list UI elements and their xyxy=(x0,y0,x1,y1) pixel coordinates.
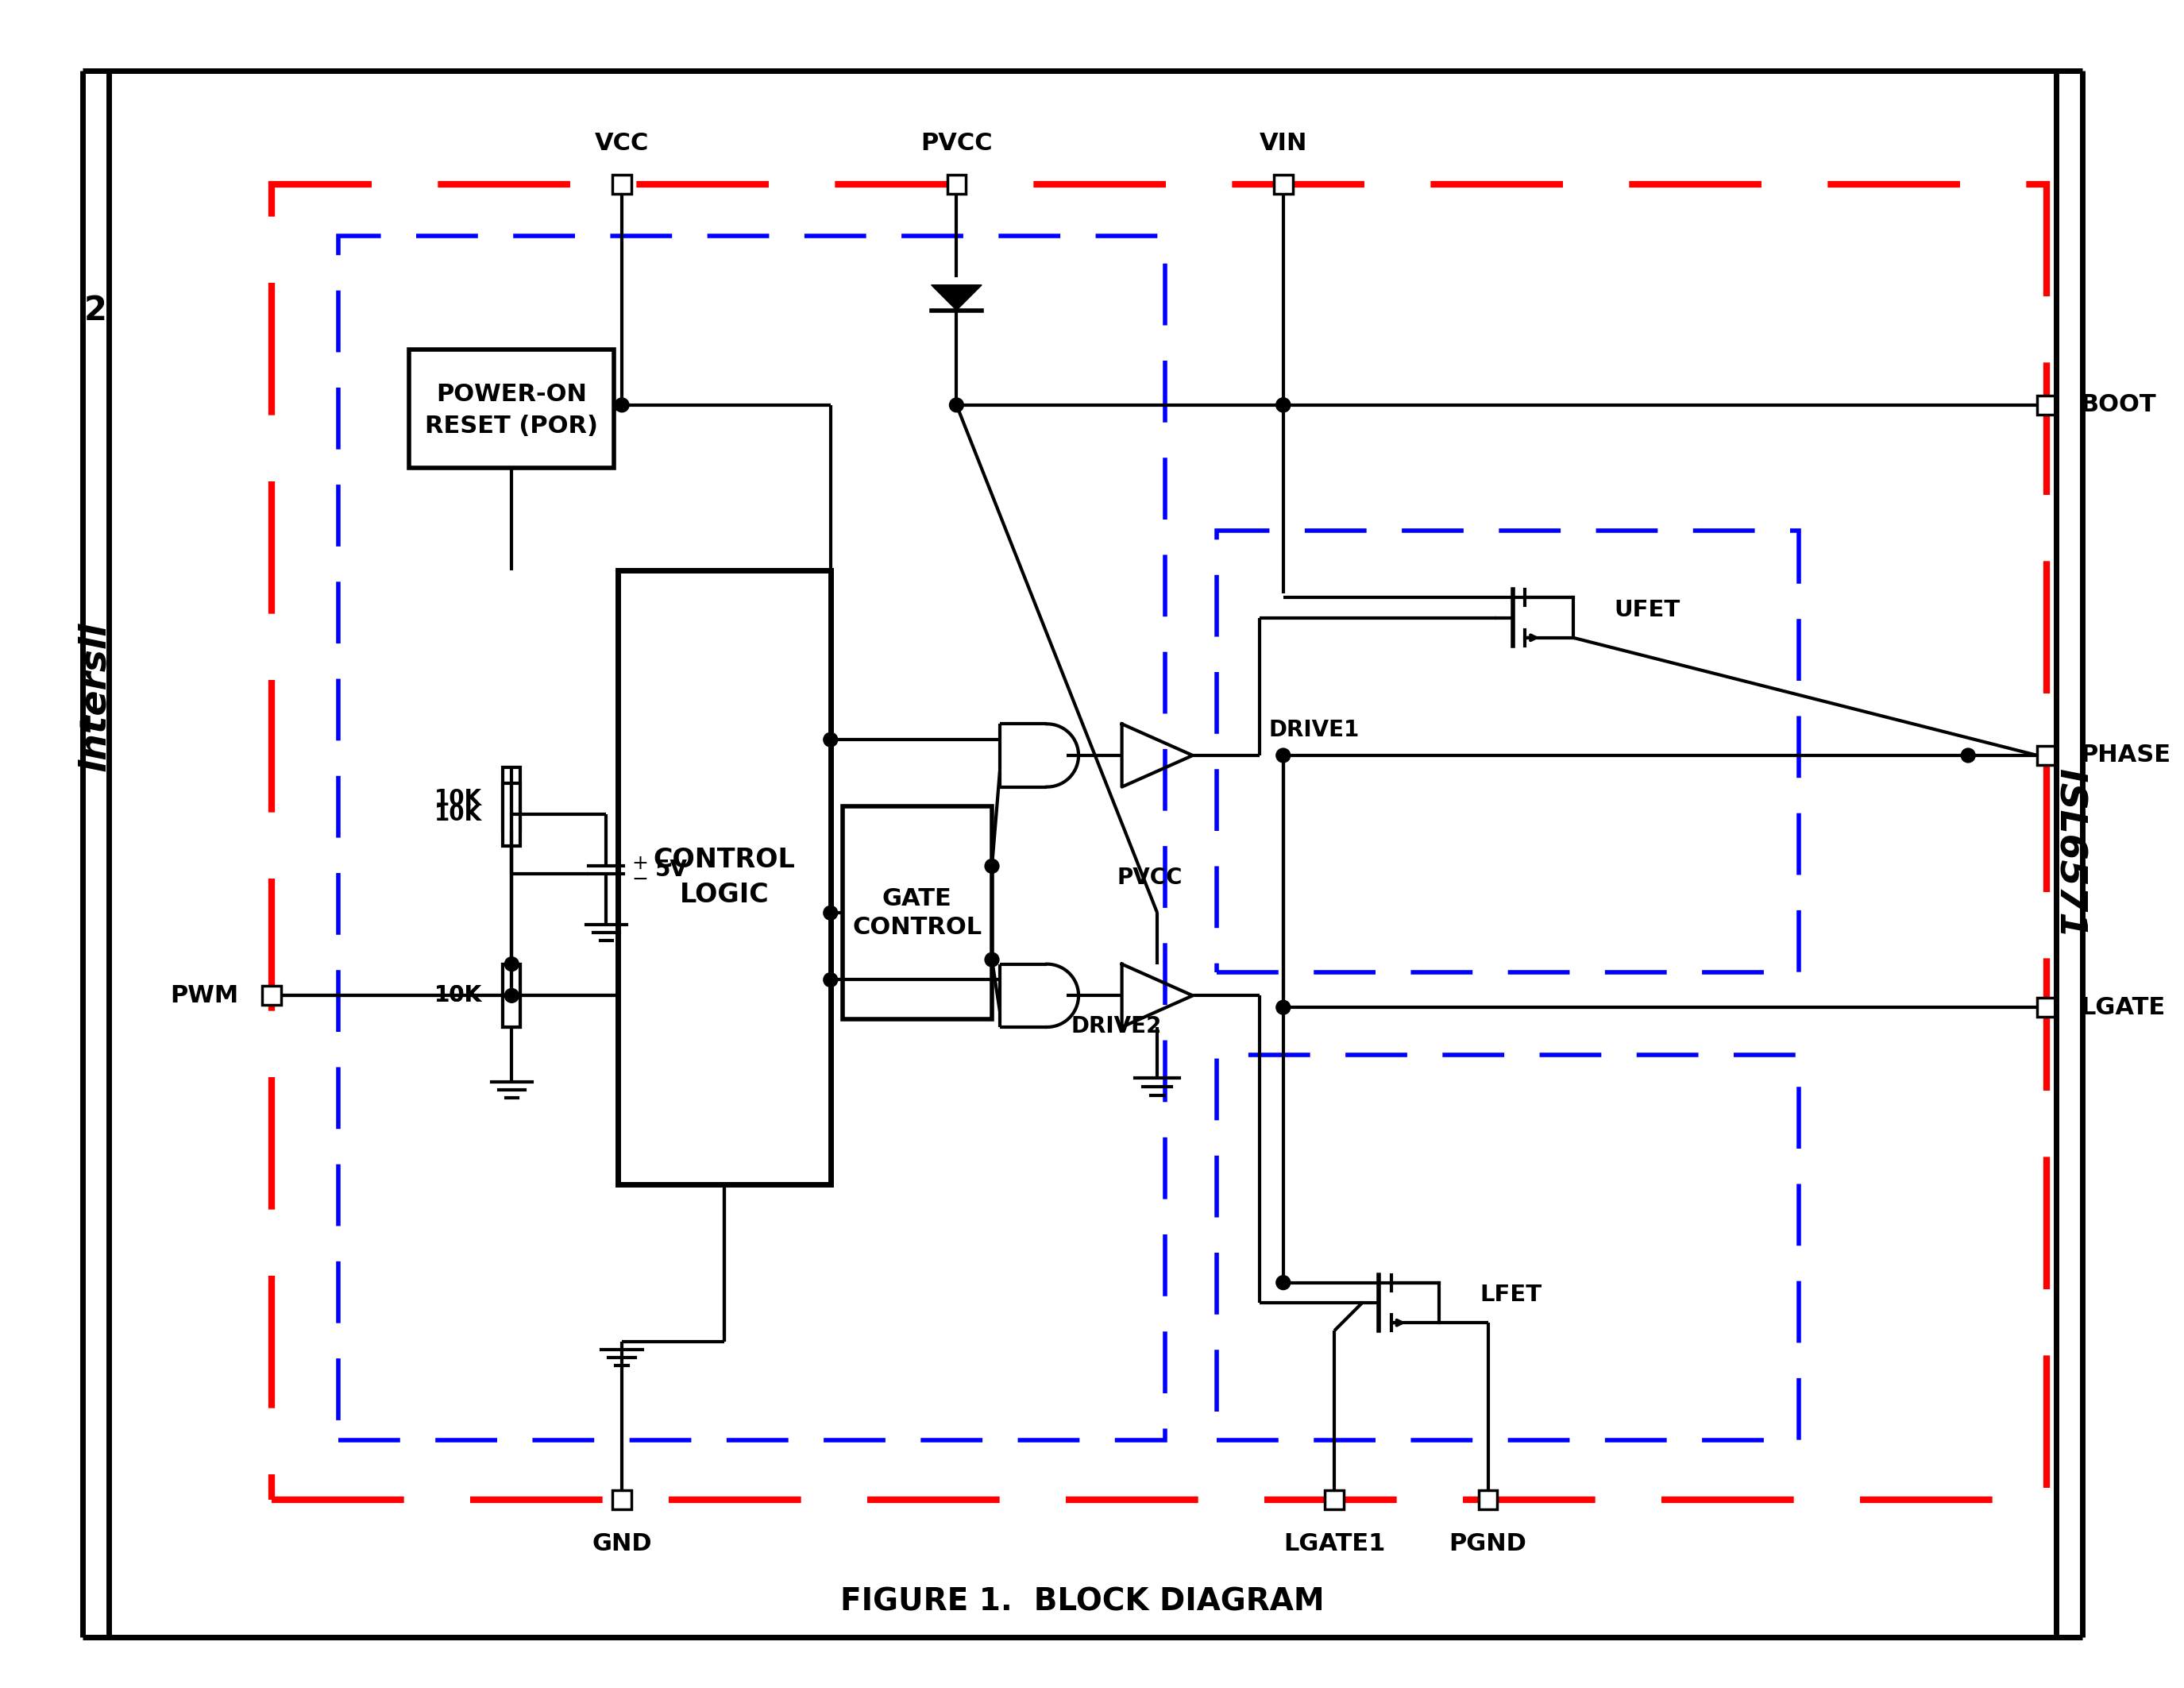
Circle shape xyxy=(950,398,963,412)
Text: PGND: PGND xyxy=(1448,1533,1527,1556)
Bar xyxy=(502,783,520,846)
Circle shape xyxy=(985,952,998,967)
Circle shape xyxy=(505,989,520,1003)
Circle shape xyxy=(1275,1276,1291,1290)
Circle shape xyxy=(505,957,520,971)
Circle shape xyxy=(1275,398,1291,412)
Bar xyxy=(2038,395,2057,415)
Text: 10K: 10K xyxy=(435,788,483,810)
Text: LFET: LFET xyxy=(1481,1283,1542,1307)
Bar xyxy=(262,986,282,1004)
Bar xyxy=(612,1491,631,1509)
Bar xyxy=(502,964,520,1026)
Text: +: + xyxy=(631,854,649,873)
Bar xyxy=(502,964,520,1026)
Text: LGATE: LGATE xyxy=(2079,996,2164,1020)
Bar xyxy=(2038,746,2057,765)
Text: 10K: 10K xyxy=(435,803,483,825)
Bar xyxy=(502,768,520,830)
Text: LOGIC: LOGIC xyxy=(679,881,769,908)
Circle shape xyxy=(823,906,839,920)
Circle shape xyxy=(505,989,520,1003)
Bar xyxy=(1273,176,1293,194)
Text: PVCC: PVCC xyxy=(1116,868,1182,890)
Bar xyxy=(1326,1491,1343,1509)
Text: VIN: VIN xyxy=(1260,132,1308,155)
Circle shape xyxy=(1275,398,1291,412)
Circle shape xyxy=(985,859,998,873)
Bar xyxy=(843,807,992,1020)
Text: intersil: intersil xyxy=(76,621,114,771)
Text: GATE: GATE xyxy=(882,888,952,910)
Circle shape xyxy=(616,398,629,412)
Text: CONTROL: CONTROL xyxy=(653,847,795,873)
Circle shape xyxy=(1961,748,1974,763)
Bar xyxy=(612,176,631,194)
Bar xyxy=(408,349,614,468)
Text: RESET (POR): RESET (POR) xyxy=(426,415,598,437)
Bar xyxy=(271,184,2046,1499)
Text: VCC: VCC xyxy=(594,132,649,155)
Circle shape xyxy=(823,733,839,746)
Text: GND: GND xyxy=(592,1533,653,1556)
Text: 10K: 10K xyxy=(435,984,483,1006)
Text: 2: 2 xyxy=(83,294,107,327)
Text: POWER-ON: POWER-ON xyxy=(437,383,587,407)
Bar xyxy=(339,236,1164,1440)
Text: −: − xyxy=(631,869,649,888)
Bar xyxy=(948,176,965,194)
Text: PWM: PWM xyxy=(170,984,238,1008)
Text: LGATE1: LGATE1 xyxy=(1284,1533,1385,1556)
Polygon shape xyxy=(930,285,983,311)
Circle shape xyxy=(1275,748,1291,763)
Text: CONTROL: CONTROL xyxy=(852,915,983,939)
Text: 5V: 5V xyxy=(655,859,688,881)
Text: 10K: 10K xyxy=(435,984,483,1006)
Bar xyxy=(2038,998,2057,1016)
Bar xyxy=(1216,532,1800,972)
Bar xyxy=(1216,1055,1800,1440)
Text: DRIVE1: DRIVE1 xyxy=(1269,719,1361,741)
Circle shape xyxy=(1275,1001,1291,1014)
Text: DRIVE2: DRIVE2 xyxy=(1070,1014,1162,1038)
Text: UFET: UFET xyxy=(1614,599,1679,621)
Bar xyxy=(1479,1491,1498,1509)
Text: PHASE: PHASE xyxy=(2079,744,2171,766)
Text: FIGURE 1.  BLOCK DIAGRAM: FIGURE 1. BLOCK DIAGRAM xyxy=(841,1587,1324,1617)
Text: BOOT: BOOT xyxy=(2079,393,2156,417)
Text: ISL6571: ISL6571 xyxy=(2051,770,2086,939)
Circle shape xyxy=(823,972,839,987)
Bar xyxy=(618,571,830,1185)
Text: PVCC: PVCC xyxy=(919,132,992,155)
